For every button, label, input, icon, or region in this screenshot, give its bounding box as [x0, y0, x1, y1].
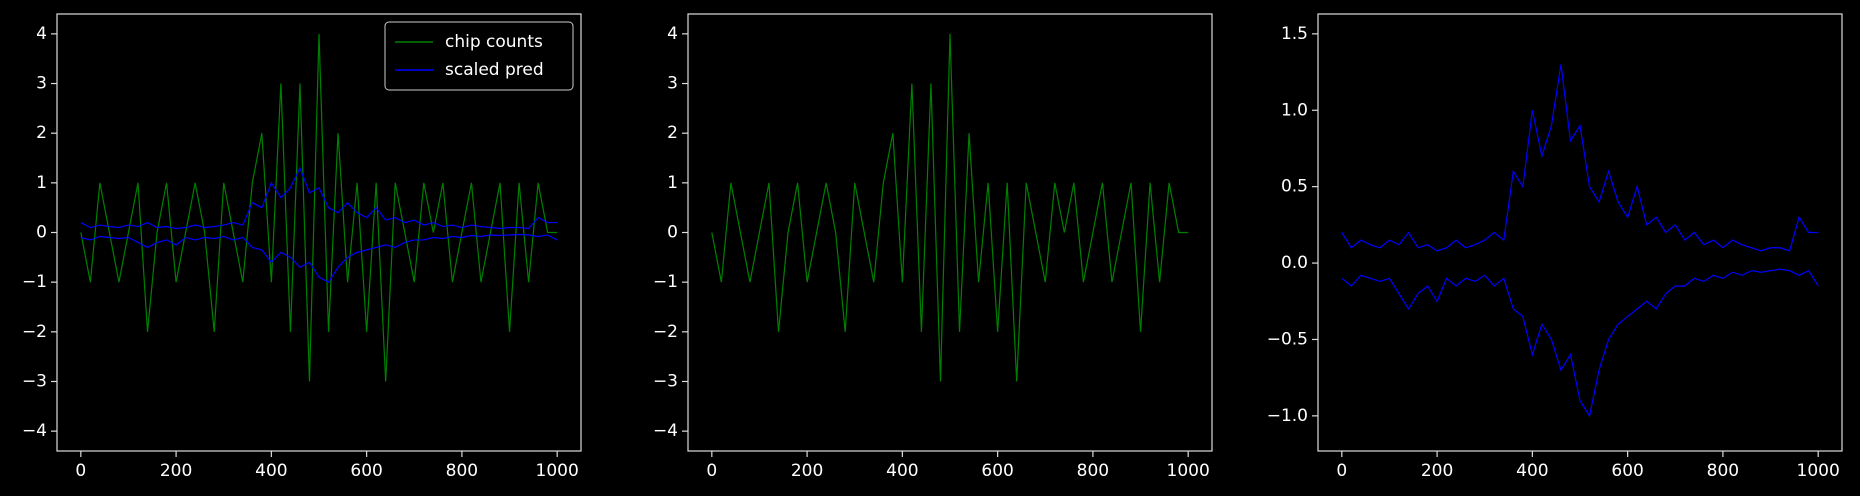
y-tick-label: 4: [667, 24, 678, 44]
y-tick-label: −3: [22, 371, 47, 391]
x-tick-label: 800: [446, 461, 478, 481]
x-tick-label: 0: [706, 461, 717, 481]
y-tick-label: 4: [36, 24, 47, 44]
x-tick-label: 1000: [1797, 461, 1840, 481]
y-tick-label: 0: [667, 223, 678, 243]
series-line: [80, 233, 558, 283]
x-tick-label: 400: [255, 461, 287, 481]
x-tick-label: 200: [791, 461, 823, 481]
y-tick-label: −1.0: [1267, 406, 1308, 426]
axes-frame: [1317, 13, 1843, 452]
subplot: −4 −3 −2 −1 0 1 2 3 4 0 200 400 600 800 1000: [653, 13, 1213, 481]
x-tick-label: 600: [981, 461, 1013, 481]
axes-frame: [687, 13, 1213, 452]
y-tick-label: 2: [36, 123, 47, 143]
x-tick-label: 600: [350, 461, 382, 481]
y-tick-label: 1: [667, 173, 678, 193]
y-tick-label: 0.0: [1281, 253, 1308, 273]
x-tick-label: 0: [75, 461, 86, 481]
x-tick-label: 800: [1707, 461, 1739, 481]
legend-label: scaled pred: [445, 60, 544, 80]
y-tick-label: −1: [22, 272, 47, 292]
x-tick-label: 600: [1611, 461, 1643, 481]
y-tick-label: −0.5: [1267, 329, 1308, 349]
x-tick-label: 1000: [536, 461, 579, 481]
legend-frame: [384, 21, 574, 91]
legend-label: chip counts: [445, 32, 543, 52]
y-tick-label: 0.5: [1281, 177, 1308, 197]
y-tick-label: 1.0: [1281, 100, 1308, 120]
series-line: [711, 33, 1189, 382]
y-tick-label: 0: [36, 223, 47, 243]
y-tick-label: 1.5: [1281, 24, 1308, 44]
subplot: −4 −3 −2 −1 0 1 2 3 4 0 200 400 600 800 1000 chip count…: [22, 13, 582, 481]
series-line: [80, 33, 558, 382]
series-line: [1341, 64, 1819, 252]
y-tick-label: −4: [22, 421, 47, 441]
y-tick-label: 2: [667, 123, 678, 143]
legend: chip counts scaled pred: [384, 21, 574, 91]
x-tick-label: 200: [1421, 461, 1453, 481]
y-tick-label: −2: [22, 322, 47, 342]
y-tick-label: 3: [667, 74, 678, 94]
x-tick-label: 800: [1077, 461, 1109, 481]
subplot: −1.0 −0.5 0.0 0.5 1.0 1.5 0 200 400 600 800 1000: [1267, 13, 1843, 481]
y-tick-label: 1: [36, 173, 47, 193]
y-tick-label: −3: [653, 371, 678, 391]
x-tick-label: 1000: [1167, 461, 1210, 481]
y-tick-label: 3: [36, 74, 47, 94]
x-tick-label: 0: [1336, 461, 1347, 481]
y-tick-label: −4: [653, 421, 678, 441]
axes-frame: [56, 13, 582, 452]
x-tick-label: 400: [886, 461, 918, 481]
series-line: [1341, 268, 1819, 418]
series-line: [80, 166, 558, 230]
x-tick-label: 400: [1516, 461, 1548, 481]
y-tick-label: −2: [653, 322, 678, 342]
y-tick-label: −1: [653, 272, 678, 292]
x-tick-label: 200: [160, 461, 192, 481]
